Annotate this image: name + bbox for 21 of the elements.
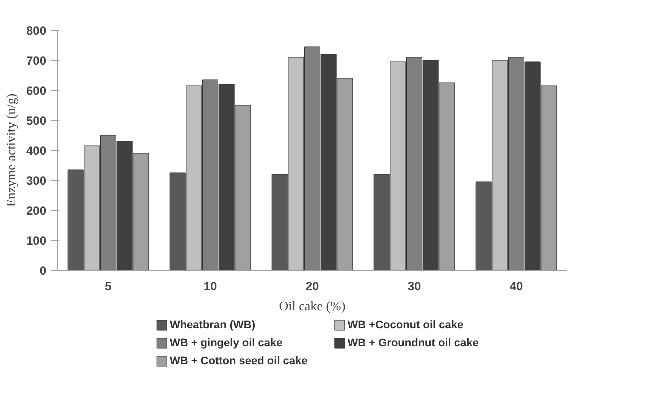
- legend-label: WB + Groundnut oil cake: [348, 338, 479, 350]
- x-tick-label: 5: [105, 280, 112, 294]
- x-tick-label: 20: [306, 280, 320, 294]
- legend-label: Wheatbran (WB): [170, 320, 256, 332]
- x-tick-label: 40: [510, 280, 524, 294]
- y-tick-label: 600: [26, 84, 47, 98]
- y-tick-label: 800: [26, 24, 47, 38]
- x-tick-label: 30: [408, 280, 422, 294]
- legend-label: WB +Coconut oil cake: [348, 320, 464, 332]
- y-tick-label: 700: [26, 54, 47, 68]
- legend-label: WB + Cotton seed oil cake: [170, 356, 308, 368]
- y-axis-title: Enzyme activity (u/g): [3, 94, 18, 208]
- y-tick-label: 200: [26, 204, 47, 218]
- legend-label: WB + gingely oil cake: [170, 338, 283, 350]
- y-tick-label: 100: [26, 234, 47, 248]
- x-axis-title: Oil cake (%): [279, 298, 346, 314]
- y-tick-label: 400: [26, 144, 47, 158]
- y-tick-label: 0: [40, 264, 47, 278]
- y-tick-label: 300: [26, 174, 47, 188]
- x-tick-label: 10: [204, 280, 218, 294]
- y-tick-label: 500: [26, 114, 47, 128]
